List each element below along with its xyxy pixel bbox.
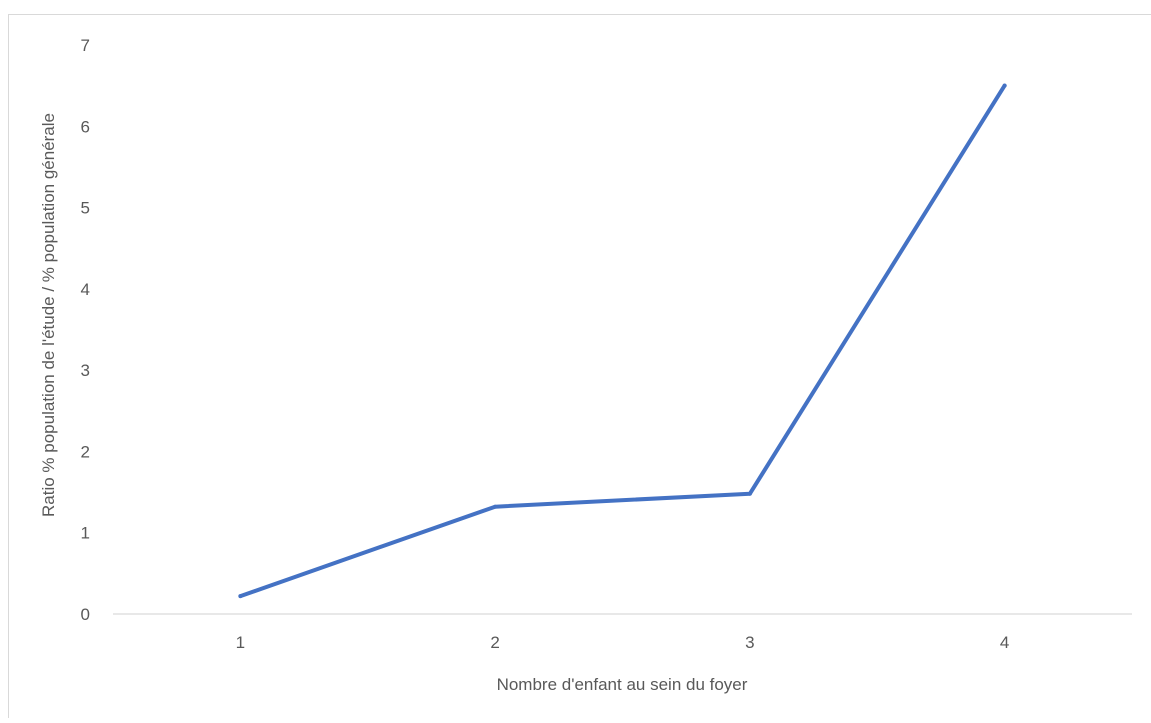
chart-frame-left [8,14,9,718]
y-axis-label: Ratio % population de l'étude / % popula… [39,113,58,517]
x-tick-label: 1 [236,633,245,652]
data-point [1002,83,1007,88]
data-point [493,504,498,509]
y-tick-label: 2 [81,442,90,461]
y-tick-label: 7 [81,36,90,55]
x-tick-label: 4 [1000,633,1009,652]
y-tick-label: 4 [81,280,90,299]
data-points [238,83,1007,599]
chart-frame-top [8,14,1151,15]
data-point [747,491,752,496]
y-tick-label: 6 [81,117,90,136]
x-axis-label: Nombre d'enfant au sein du foyer [497,675,748,694]
y-tick-label: 5 [81,199,90,218]
x-tick-label: 3 [745,633,754,652]
x-tick-labels: 1 2 3 4 [236,633,1010,652]
y-tick-label: 0 [81,605,90,624]
y-tick-labels: 0 1 2 3 4 5 6 7 [81,36,90,624]
y-tick-label: 3 [81,361,90,380]
series-line [238,83,1007,599]
x-tick-label: 2 [490,633,499,652]
y-tick-label: 1 [81,524,90,543]
data-point [238,594,243,599]
